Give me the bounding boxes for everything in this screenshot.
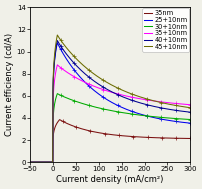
35+10nm [84, 81, 86, 84]
X-axis label: Current density (mA/cm²): Current density (mA/cm²) [56, 175, 164, 184]
35nm [73, 125, 75, 127]
40+10nm [127, 98, 129, 100]
25+10nm [127, 109, 129, 111]
45+10nm [56, 34, 59, 36]
25+10nm [71, 66, 73, 68]
40+10nm [162, 107, 165, 109]
40+10nm [56, 39, 59, 42]
35nm [143, 136, 145, 138]
Line: 45+10nm: 45+10nm [30, 35, 190, 162]
Y-axis label: Current efficiency (cd/A): Current efficiency (cd/A) [5, 33, 14, 136]
30+10nm [127, 112, 129, 115]
35nm [65, 122, 67, 124]
45+10nm [63, 44, 65, 46]
25+10nm [142, 114, 145, 116]
Line: 40+10nm: 40+10nm [30, 40, 190, 162]
40+10nm [71, 60, 73, 62]
35nm [163, 137, 165, 139]
40+10nm [142, 103, 145, 105]
35+10nm [162, 101, 165, 103]
30+10nm [162, 116, 165, 119]
25+10nm [189, 122, 192, 124]
30+10nm [71, 99, 73, 101]
35nm [128, 135, 130, 137]
35nm [58, 119, 61, 121]
35nm [29, 161, 31, 163]
45+10nm [127, 91, 129, 94]
30+10nm [142, 114, 145, 117]
40+10nm [84, 73, 86, 75]
Line: 25+10nm: 25+10nm [30, 43, 190, 162]
25+10nm [29, 161, 31, 163]
Line: 35nm: 35nm [30, 120, 190, 162]
40+10nm [29, 161, 31, 163]
35+10nm [29, 161, 31, 163]
35+10nm [63, 69, 65, 71]
35+10nm [71, 74, 73, 77]
30+10nm [56, 92, 59, 95]
25+10nm [56, 42, 59, 44]
30+10nm [189, 118, 192, 121]
35+10nm [142, 98, 145, 101]
45+10nm [189, 107, 192, 109]
Legend: 35nm, 25+10nm, 30+10nm, 35+10nm, 40+10nm, 45+10nm: 35nm, 25+10nm, 30+10nm, 35+10nm, 40+10nm… [142, 8, 189, 52]
45+10nm [84, 66, 86, 68]
25+10nm [84, 81, 86, 84]
45+10nm [162, 102, 165, 104]
30+10nm [63, 96, 65, 98]
35nm [189, 137, 192, 140]
35+10nm [189, 104, 192, 106]
40+10nm [189, 111, 192, 113]
35nm [86, 129, 88, 131]
25+10nm [63, 54, 65, 56]
40+10nm [63, 50, 65, 52]
35+10nm [56, 64, 59, 66]
Line: 35+10nm: 35+10nm [30, 65, 190, 162]
35+10nm [127, 95, 129, 98]
25+10nm [162, 118, 165, 121]
45+10nm [71, 53, 73, 55]
45+10nm [29, 161, 31, 163]
30+10nm [84, 103, 86, 105]
Line: 30+10nm: 30+10nm [30, 94, 190, 162]
45+10nm [142, 97, 145, 99]
30+10nm [29, 161, 31, 163]
